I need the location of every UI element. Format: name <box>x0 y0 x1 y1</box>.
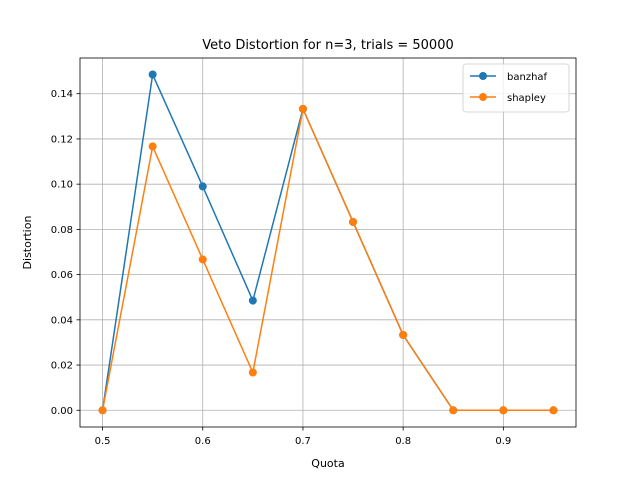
data-point-shapley <box>98 406 107 415</box>
legend-marker-shapley <box>479 93 487 101</box>
data-point-shapley <box>449 406 458 415</box>
x-tick-label: 0.7 <box>295 436 311 447</box>
x-tick-label: 0.8 <box>395 436 411 447</box>
x-tick-label: 0.6 <box>195 436 211 447</box>
legend-label-shapley: shapley <box>507 93 546 104</box>
data-point-banzhaf <box>148 70 157 79</box>
plot-series <box>98 70 558 415</box>
y-tick-label: 0.10 <box>51 180 73 191</box>
data-point-shapley <box>298 104 307 113</box>
grid <box>80 58 576 427</box>
data-point-shapley <box>549 406 558 415</box>
legend-marker-banzhaf <box>479 72 487 80</box>
y-tick-label: 0.00 <box>51 406 73 417</box>
data-point-shapley <box>349 217 358 226</box>
data-point-banzhaf <box>198 182 207 191</box>
y-tick-label: 0.12 <box>51 134 73 145</box>
y-tick-label: 0.08 <box>51 225 73 236</box>
legend-label-banzhaf: banzhaf <box>507 72 548 83</box>
chart-title: Veto Distortion for n=3, trials = 50000 <box>202 38 453 53</box>
y-tick-label: 0.02 <box>51 361 73 372</box>
x-tick-label: 0.9 <box>495 436 511 447</box>
data-point-shapley <box>399 330 408 339</box>
axis-ticks: 0.5 0.6 0.7 0.8 0.9 0.00 0.02 0.04 0.06 0.08 0.10 0… <box>51 89 512 447</box>
x-axis-label: Quota <box>311 457 344 470</box>
y-tick-label: 0.06 <box>51 270 73 281</box>
data-point-shapley <box>248 368 257 377</box>
data-point-shapley <box>198 255 207 264</box>
data-point-shapley <box>499 406 508 415</box>
plot-frame <box>79 57 577 428</box>
data-point-shapley <box>148 142 157 151</box>
x-tick-label: 0.5 <box>95 436 111 447</box>
y-axis-label: Distortion <box>21 216 34 270</box>
y-tick-label: 0.04 <box>51 315 73 326</box>
data-point-banzhaf <box>248 296 257 305</box>
y-tick-label: 0.14 <box>51 89 73 100</box>
series-line-shapley <box>101 108 554 412</box>
legend: banzhaf shapley <box>462 63 570 113</box>
